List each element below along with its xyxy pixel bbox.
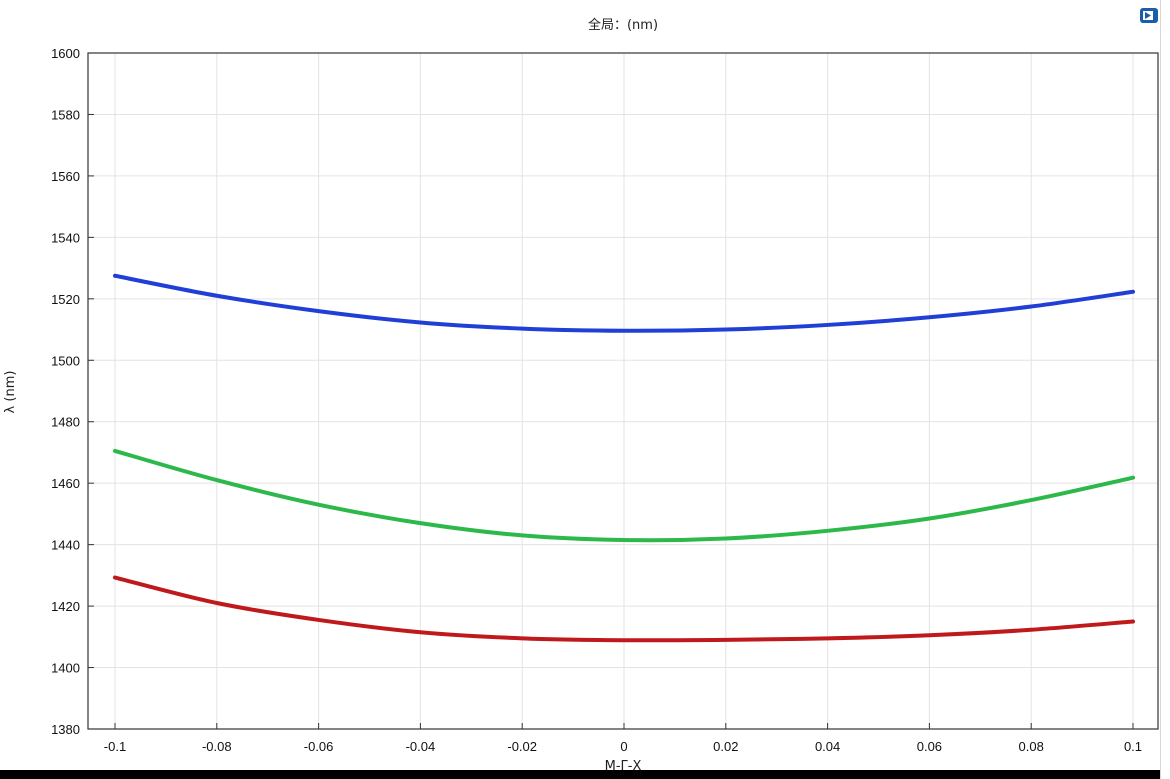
y-tick-label: 1560 (51, 169, 80, 184)
x-tick-label: -0.1 (104, 739, 126, 754)
x-tick-label: -0.06 (304, 739, 334, 754)
x-tick-label: 0.06 (917, 739, 942, 754)
x-tick-label: -0.04 (406, 739, 436, 754)
grid (88, 52, 1158, 730)
window-right-edge (1160, 0, 1170, 779)
y-tick-label: 1400 (51, 661, 80, 676)
x-tick-label: -0.02 (507, 739, 537, 754)
series-line-2 (113, 448, 1135, 543)
y-tick-label: 1540 (51, 230, 80, 245)
plot-area (87, 52, 1159, 730)
y-tick-label: 1480 (51, 415, 80, 430)
y-tick-label: 1440 (51, 538, 80, 553)
y-axis-label: λ (nm) (3, 371, 18, 414)
series-line-1 (113, 273, 1135, 333)
x-tick-label: 0.02 (713, 739, 738, 754)
y-tick-label: 1600 (51, 46, 80, 61)
y-tick-label: 1380 (51, 722, 80, 737)
chart-title: 全局：(nm) (588, 17, 658, 33)
x-tick-label: -0.08 (202, 739, 232, 754)
plot-window-icon[interactable] (1140, 8, 1158, 23)
series-line-3 (113, 575, 1135, 643)
y-tick-label: 1580 (51, 107, 80, 122)
y-axis-ticks: 1380 1400 1420 1440 1460 1480 1500 1520 1540 1560… (51, 46, 94, 737)
y-tick-label: 1420 (51, 599, 80, 614)
window-bottom-edge (0, 770, 1170, 779)
y-tick-label: 1520 (51, 292, 80, 307)
x-axis-ticks: -0.1 -0.08 -0.06 -0.04 -0.02 0 0.02 0.04 0.06 0.0… (104, 723, 1142, 754)
x-tick-label: 0.04 (815, 739, 840, 754)
x-tick-label: 0.08 (1019, 739, 1044, 754)
y-tick-label: 1500 (51, 353, 80, 368)
x-tick-label: 0.1 (1124, 739, 1142, 754)
series-layer (113, 273, 1135, 643)
x-tick-label: 0 (620, 739, 627, 754)
y-tick-label: 1460 (51, 476, 80, 491)
